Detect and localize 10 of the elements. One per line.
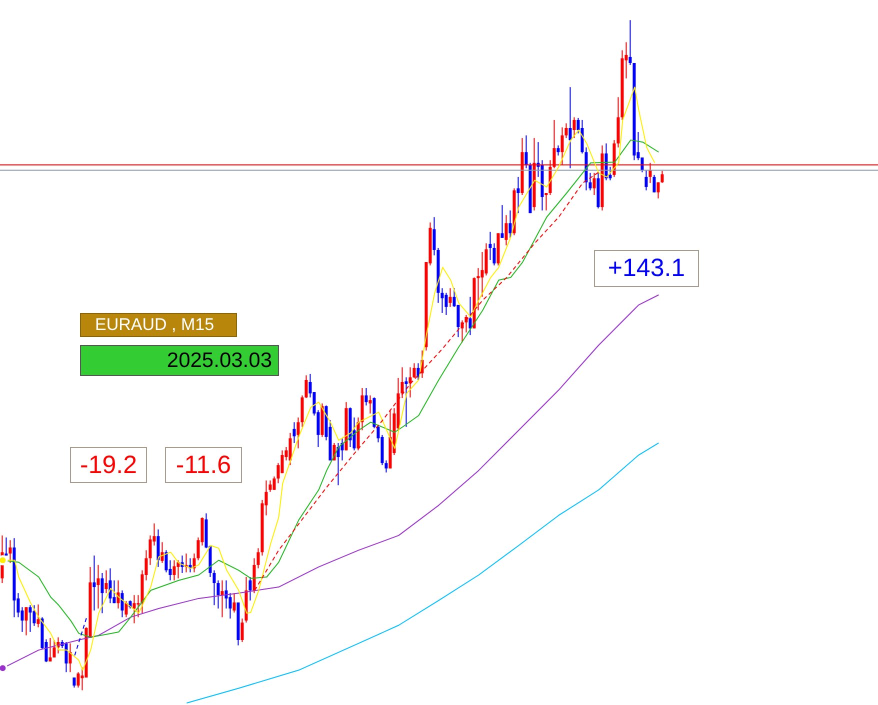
annotation: -19.2 [80,451,137,479]
annotation: +143.1 [608,254,686,282]
label-box: -11.6 [165,447,242,483]
label-box: -19.2 [70,447,147,483]
annotation: 2025.03.03 [166,349,272,372]
annotation: -11.6 [176,451,232,479]
annotation: EURAUD , M15 [95,315,214,334]
label-box: +143.1 [594,250,699,287]
label-box: EURAUD , M15 [80,313,237,337]
label-box: 2025.03.03 [80,345,279,376]
